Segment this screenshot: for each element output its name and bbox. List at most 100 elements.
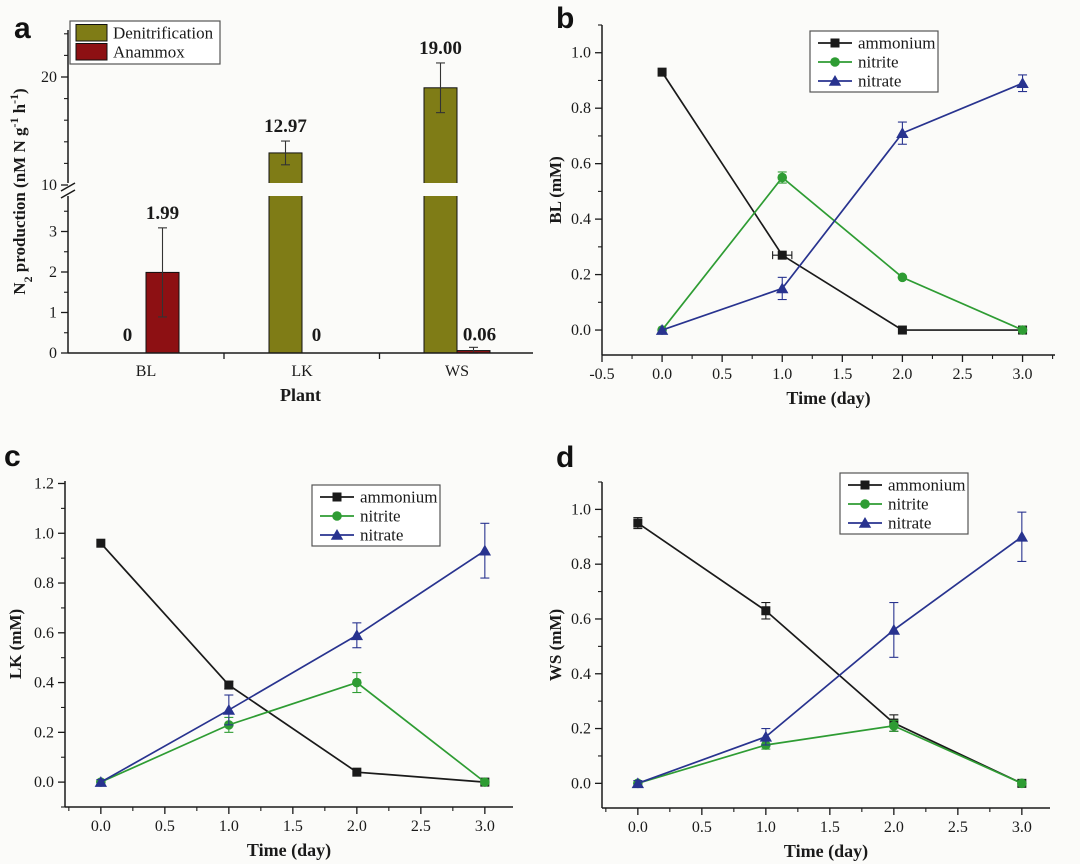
svg-text:3: 3: [49, 224, 57, 241]
legend-item-ammonium: ammonium: [320, 488, 437, 507]
bar-series-Denitrification: [268, 87, 458, 354]
svg-text:0: 0: [123, 325, 133, 346]
series-nitrite: [96, 672, 490, 787]
svg-text:0: 0: [312, 325, 322, 346]
axis-labels-b: Time (day) BL (mM): [546, 156, 871, 409]
bar-annotations: 0 12.97 19.00 1.99 0 0.06: [123, 38, 496, 354]
legend-item-nitrate: nitrate: [818, 72, 901, 91]
legend-item-nitrite: nitrite: [848, 495, 929, 514]
svg-text:Time (day): Time (day): [786, 388, 870, 409]
svg-text:Denitrification: Denitrification: [113, 24, 214, 43]
svg-text:12.97: 12.97: [264, 116, 307, 137]
svg-text:2.0: 2.0: [884, 819, 904, 836]
svg-text:0.5: 0.5: [712, 366, 732, 383]
series-ammonium: [96, 538, 490, 787]
panel-d-letter: d: [556, 441, 575, 474]
series-nitrate: [655, 74, 1029, 335]
series-nitrite: [657, 171, 1028, 335]
svg-text:1.0: 1.0: [571, 45, 591, 62]
svg-text:BL (mM): BL (mM): [546, 156, 565, 224]
panel-b-letter: b: [556, 2, 575, 35]
svg-text:0.5: 0.5: [692, 819, 712, 836]
svg-text:2.5: 2.5: [952, 366, 972, 383]
panel-d-plot: 0.0 0.5 1.0 1.5 2.0 2.5 3.00.00.20.40.60.81.0T…: [546, 472, 1050, 862]
svg-text:1: 1: [49, 305, 57, 322]
panel-b-line-chart: b -0.5 0.0 0.5 1.0 1.5 2.0 2.5 3.0 0.0 0.2 0.4 0.6 0…: [540, 0, 1080, 430]
axis-labels-d: Time (day) WS (mM): [546, 609, 868, 862]
series-nitrate: [631, 511, 1029, 789]
svg-text:ammonium: ammonium: [858, 34, 935, 53]
svg-text:BL: BL: [136, 363, 156, 380]
svg-text:0.4: 0.4: [34, 675, 54, 692]
svg-text:1.5: 1.5: [283, 818, 303, 835]
svg-text:0.2: 0.2: [571, 267, 591, 284]
svg-text:0.0: 0.0: [571, 775, 591, 792]
panel-a-letter: a: [14, 12, 31, 45]
axes-d: 0.0 0.5 1.0 1.5 2.0 2.5 3.0 0.0 0.2 0.4 0.6 0.8 1.0: [571, 481, 1050, 836]
svg-text:nitrite: nitrite: [360, 507, 401, 526]
series-ammonium: [657, 67, 1028, 335]
panel-a-plot: 0 12.97 19.00 1.99 0 0.06 0 1 2 3 10 20 BL LK WS Plant N…: [7, 20, 533, 405]
legend-item-nitrite: nitrite: [818, 53, 899, 72]
svg-text:LK (mM): LK (mM): [6, 609, 25, 679]
legend-item-nitrite: nitrite: [320, 507, 401, 526]
panel-b-plot: -0.5 0.0 0.5 1.0 1.5 2.0 2.5 3.0 0.0 0.2 0.4 0.6 0.8…: [546, 24, 1055, 409]
legend-item-denitrification: Denitrification: [75, 24, 214, 43]
axes-b: -0.5 0.0 0.5 1.0 1.5 2.0 2.5 3.0 0.0 0.2 0.4 0.6 0.8…: [571, 24, 1055, 383]
svg-text:Time (day): Time (day): [784, 841, 868, 862]
svg-text:10: 10: [41, 177, 57, 194]
legend-item-ammonium: ammonium: [848, 476, 965, 495]
svg-text:3.0: 3.0: [475, 818, 495, 835]
svg-text:1.5: 1.5: [832, 366, 852, 383]
legend-item-ammonium: ammonium: [818, 34, 935, 53]
series-nitrite: [633, 719, 1027, 789]
svg-text:1.0: 1.0: [571, 501, 591, 518]
svg-text:0.8: 0.8: [571, 556, 591, 573]
svg-text:1.0: 1.0: [34, 525, 54, 542]
svg-text:0.4: 0.4: [571, 211, 591, 228]
svg-text:0.2: 0.2: [571, 721, 591, 738]
svg-text:0.8: 0.8: [34, 575, 54, 592]
svg-text:Time (day): Time (day): [247, 840, 331, 861]
svg-text:Anammox: Anammox: [113, 43, 185, 62]
svg-text:0.0: 0.0: [91, 818, 111, 835]
svg-text:3.0: 3.0: [1012, 819, 1032, 836]
y-axis-label-a: N2 production (nM N g-1 h-1): [7, 88, 35, 294]
legend-item-anammox: Anammox: [75, 43, 185, 62]
svg-text:3.0: 3.0: [1013, 366, 1033, 383]
svg-text:0.06: 0.06: [463, 324, 496, 345]
svg-text:1.0: 1.0: [772, 366, 792, 383]
legend-item-nitrate: nitrate: [320, 526, 403, 545]
svg-text:Plant: Plant: [280, 385, 321, 405]
svg-text:ammonium: ammonium: [360, 488, 437, 507]
svg-text:1.0: 1.0: [219, 818, 239, 835]
svg-text:19.00: 19.00: [419, 38, 462, 59]
panel-d-line-chart: d 0.0 0.5 1.0 1.5 2.0 2.5 3.0 0.0 0.2 0.4 0.6 0.8 1.…: [540, 430, 1080, 864]
svg-text:0.0: 0.0: [628, 819, 648, 836]
svg-text:nitrate: nitrate: [360, 526, 403, 545]
svg-text:0.6: 0.6: [571, 156, 591, 173]
svg-text:nitrite: nitrite: [888, 495, 929, 514]
panel-c-line-chart: c 0.0 0.5 1.0 1.5 2.0 2.5 3.0 0.0 0.2 0.4 0.6 0.8 1.…: [0, 430, 540, 864]
svg-text:1.99: 1.99: [146, 203, 179, 224]
svg-text:nitrite: nitrite: [858, 53, 899, 72]
svg-text:nitrate: nitrate: [888, 514, 931, 533]
series-ammonium: [633, 517, 1027, 788]
svg-text:2.5: 2.5: [411, 818, 431, 835]
svg-text:0.4: 0.4: [571, 666, 591, 683]
svg-text:2.5: 2.5: [948, 819, 968, 836]
svg-text:LK: LK: [291, 363, 313, 380]
svg-text:0.5: 0.5: [155, 818, 175, 835]
svg-text:nitrate: nitrate: [858, 72, 901, 91]
axes-c: 0.0 0.5 1.0 1.5 2.0 2.5 3.0 0.0 0.2 0.4 0.6 0.8 1.0 1…: [34, 475, 513, 835]
svg-text:2.0: 2.0: [347, 818, 367, 835]
panel-a-bar-chart: a 0 12.97 19.00 1.99 0 0.06 0 1 2 3 10 20 BL LK WS Plan…: [0, 0, 540, 430]
svg-text:1.2: 1.2: [34, 475, 54, 492]
panel-c-letter: c: [4, 440, 21, 473]
svg-text:20: 20: [41, 69, 57, 86]
